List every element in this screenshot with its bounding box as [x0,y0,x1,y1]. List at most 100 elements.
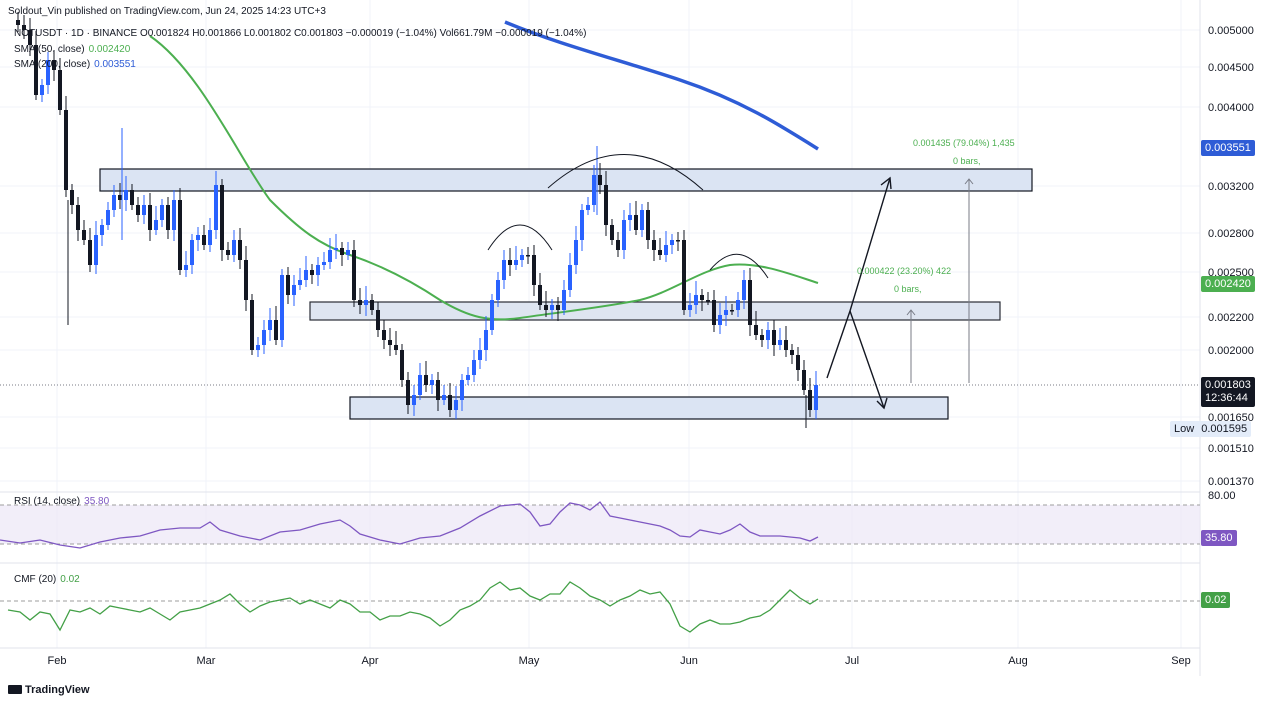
candle-up [580,210,584,240]
projection-down-arrowhead [876,397,888,410]
rsi-line [0,501,819,549]
sma200-legend-label: SMA (200, close) [14,59,91,70]
measure-arrows [906,178,974,383]
time-tick-label: Jun [680,655,698,667]
candle-up [208,230,212,245]
candle-down [130,190,134,205]
candle-down [598,175,602,185]
candle-down [610,225,614,240]
sma50-legend[interactable]: SMA (50, close) 0.002420 [14,44,130,55]
candle-up [346,250,350,255]
tradingview-brand: TradingView [25,684,90,696]
symbol-line[interactable]: NOTUSDT · 1D · BINANCE O0.001824 H0.0018… [14,28,587,39]
candle-up [718,315,722,325]
candle-down [652,240,656,250]
candle-up [94,235,98,265]
candle-down [700,295,704,300]
candle-up [640,210,644,230]
time-tick-label: Sep [1171,655,1191,667]
candle-up [778,340,782,345]
cmf-legend[interactable]: CMF (20) 0.02 [14,574,80,585]
head-arc [547,154,704,191]
candle-down [370,300,374,310]
candle-down [406,380,410,405]
price-tick-label: 0.004500 [1208,62,1254,74]
candle-down [712,300,716,325]
low-tag: Low 0.001595 [1170,421,1252,437]
price-tick-label: 0.002000 [1208,345,1254,357]
candle-up [688,305,692,310]
candle-down [748,280,752,325]
projection-up-a [826,177,891,379]
candle-down [616,240,620,250]
candle-down [202,235,206,245]
candle-down [682,240,686,310]
candle-up [694,295,698,305]
candle-down [544,305,548,310]
candle-down [82,230,86,240]
price-axis[interactable]: 0.005000 0.004500 0.004000 0.003200 0.002800… [1208,25,1254,488]
candle-up [502,260,506,280]
sma200-legend-value: 0.003551 [94,59,136,70]
candle-up [622,220,626,250]
candle-up [490,300,494,330]
resistance-zone[interactable] [99,168,1033,192]
price-tick-label: 0.001370 [1208,476,1254,488]
time-tick-label: Jul [845,655,859,667]
rsi-legend-value: 35.80 [84,496,110,507]
measure-mid-head [906,309,916,316]
candle-down [388,340,392,345]
candle-up [466,375,470,380]
candle-down [424,375,428,385]
candle-down [244,260,248,300]
candle-down [226,250,230,255]
projection-down [849,310,885,409]
candle-down [118,195,122,200]
candle-up [328,250,332,262]
cmf-legend-value: 0.02 [60,574,80,585]
candle-down [538,285,542,305]
candle-up [550,305,554,310]
candle-up [334,248,338,250]
grid [0,0,1200,648]
candle-up [322,262,326,265]
candle-up [106,210,110,225]
candle-up [304,270,308,280]
candle-down [70,190,74,205]
candle-down [646,210,650,240]
cmf-legend-label: CMF (20) [14,574,57,585]
mid-zone[interactable] [309,301,1001,321]
price-tick-label: 0.004000 [1208,102,1254,114]
time-tick-label: Feb [48,655,67,667]
candle-down [64,110,68,190]
time-axis[interactable]: Feb Mar Apr May Jun Jul Aug Sep [48,655,1191,667]
projection-up-arrowhead [880,176,892,190]
low-value: 0.001595 [1201,423,1248,435]
candle-up [628,215,632,220]
candle-up [478,350,482,360]
candle-up [142,205,146,215]
sma200-legend[interactable]: SMA (200, close) 0.003551 [14,59,136,70]
time-tick-label: Apr [361,655,378,667]
tradingview-logo[interactable]: TradingView [8,684,90,696]
support-zone[interactable] [349,396,949,420]
candle-up [46,60,50,85]
price-tick-label: 0.003200 [1208,181,1254,193]
price-tick-label: 0.005000 [1208,25,1254,37]
candle-up [520,255,524,260]
candle-down [136,205,140,215]
sma50-legend-label: SMA (50, close) [14,44,85,55]
candle-down [148,205,152,230]
rsi-legend[interactable]: RSI (14, close) 35.80 [14,496,109,507]
candle-up [214,185,218,230]
candle-up [364,300,368,305]
candle-up [262,330,266,345]
left-shoulder-arc [487,224,553,251]
price-tick-label: 0.002800 [1208,228,1254,240]
candle-up [454,400,458,410]
candle-down [22,25,26,30]
candle-down [352,250,356,300]
candle-down [796,355,800,370]
candle-down [676,240,680,242]
